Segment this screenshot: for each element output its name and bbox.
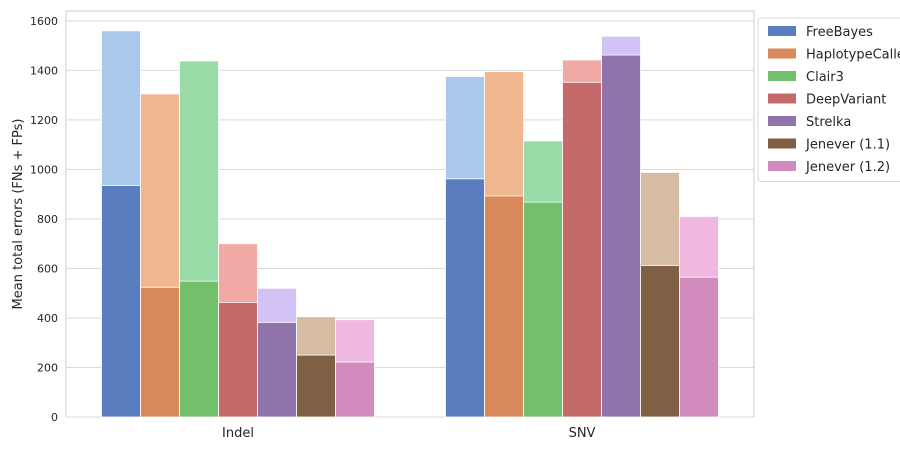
legend-swatch — [768, 138, 796, 149]
bar-fn — [179, 280, 219, 418]
legend-label: FreeBayes — [806, 25, 873, 40]
legend-swatch — [768, 26, 796, 36]
y-axis-title: Mean total errors (FNs + FPs) — [11, 119, 26, 310]
y-tick-label: 1200 — [30, 114, 58, 127]
bar-fn — [140, 286, 180, 418]
bar-fn — [445, 178, 485, 418]
bar-fn — [523, 201, 563, 418]
legend-swatch — [768, 93, 796, 104]
legend: FreeBayes HaplotypeCaller Clair3 DeepVarian… — [757, 17, 900, 182]
y-tick-label: 1600 — [30, 15, 58, 28]
bar-fn — [296, 354, 336, 418]
bar-fn — [601, 54, 641, 418]
y-tick-label: 0 — [51, 411, 58, 424]
y-axis-ticks: 0 200 400 600 800 1000 1200 1400 1600 — [30, 15, 58, 424]
legend-label: Strelka — [806, 115, 851, 130]
legend-label: HaplotypeCaller — [806, 48, 900, 63]
legend-swatch — [768, 116, 796, 126]
y-tick-label: 200 — [37, 361, 58, 374]
y-tick-label: 1400 — [30, 64, 58, 77]
y-tick-label: 800 — [37, 213, 58, 226]
bar-fn — [101, 185, 141, 418]
bar-fn — [679, 276, 719, 418]
legend-label: Clair3 — [806, 70, 844, 85]
bars — [101, 30, 719, 418]
bar-fn — [484, 195, 524, 418]
legend-label: Jenever (1.1) — [805, 138, 890, 153]
bar-fn — [335, 361, 375, 418]
y-tick-label: 400 — [37, 312, 58, 325]
bar-fn — [257, 322, 297, 418]
x-category-label: SNV — [569, 426, 596, 441]
legend-label: Jenever (1.2) — [805, 160, 890, 175]
bar-fn — [640, 265, 680, 418]
legend-label: DeepVariant — [806, 93, 886, 108]
legend-swatch — [768, 48, 796, 59]
bar-fn — [562, 81, 602, 418]
y-tick-label: 600 — [37, 262, 58, 275]
x-axis-categories: Indel SNV — [222, 426, 596, 441]
y-tick-label: 1000 — [30, 163, 58, 176]
legend-swatch — [768, 71, 796, 81]
x-category-label: Indel — [222, 426, 254, 441]
bar-fn — [218, 301, 258, 418]
legend-swatch — [768, 161, 796, 171]
